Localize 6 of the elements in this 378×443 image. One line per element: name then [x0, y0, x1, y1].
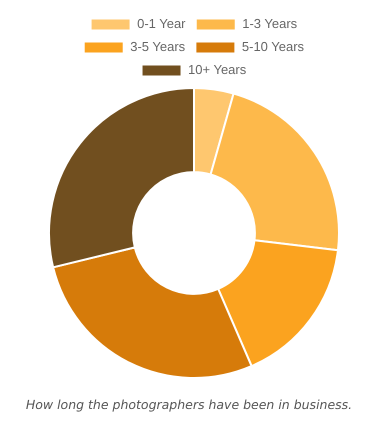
- legend-label: 5-10 Years: [242, 39, 305, 54]
- legend-label: 3-5 Years: [130, 39, 186, 54]
- legend-label: 10+ Years: [188, 62, 247, 78]
- text: How long the photographers have been in business.: [24, 397, 354, 412]
- legend-label: 0-1 Year: [137, 16, 186, 32]
- legend-label: 1-3 Years: [242, 16, 298, 32]
